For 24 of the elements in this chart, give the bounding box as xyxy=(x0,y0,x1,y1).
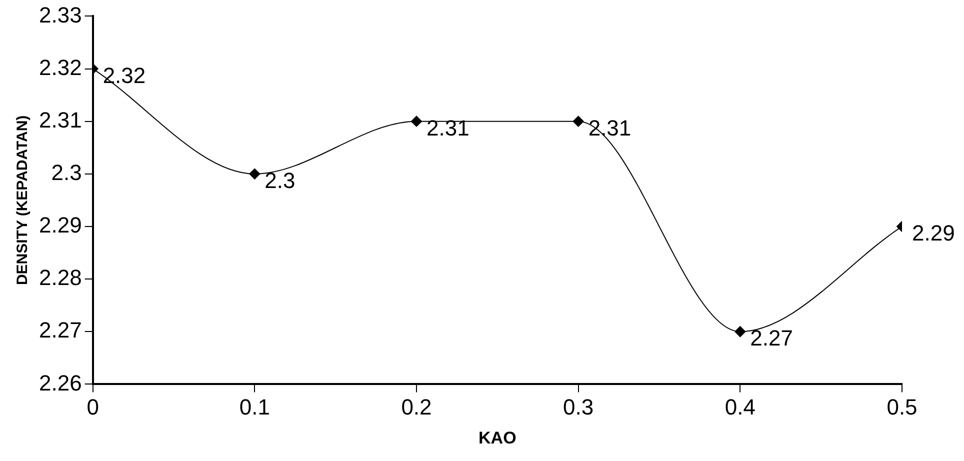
y-tick-label: 2.31 xyxy=(38,107,82,132)
point xyxy=(410,116,422,127)
data-label: 2.3 xyxy=(264,168,296,193)
y-tick-label: 2.26 xyxy=(38,370,82,396)
y-tick-label: 2.32 xyxy=(38,54,82,80)
y-tick-label: 2.27 xyxy=(38,318,82,343)
data-label: 2.29 xyxy=(912,220,955,246)
y-tick-label: 2.3 xyxy=(51,160,82,185)
x-tick-label: 0.1 xyxy=(239,394,270,420)
point xyxy=(249,168,260,180)
data-label: 2.31 xyxy=(426,115,470,140)
y-tick-label: 2.28 xyxy=(38,265,82,290)
x-tick-label: 0 xyxy=(86,394,99,420)
point xyxy=(572,116,584,127)
x-axis-title: KAO xyxy=(478,428,516,448)
data-label: 2.32 xyxy=(102,62,146,88)
x-tick-label: 0.5 xyxy=(886,394,918,420)
y-tick-label: 2.33 xyxy=(38,2,82,28)
x-tick-label: 0.4 xyxy=(724,394,756,420)
x-tick-label: 0.2 xyxy=(401,394,432,420)
y-axis-title: DENSITY (KEPADATAN) xyxy=(14,115,32,286)
data-label: 2.27 xyxy=(750,326,793,351)
x-tick-label: 0.3 xyxy=(563,394,594,420)
y-tick-label: 2.29 xyxy=(38,212,82,238)
